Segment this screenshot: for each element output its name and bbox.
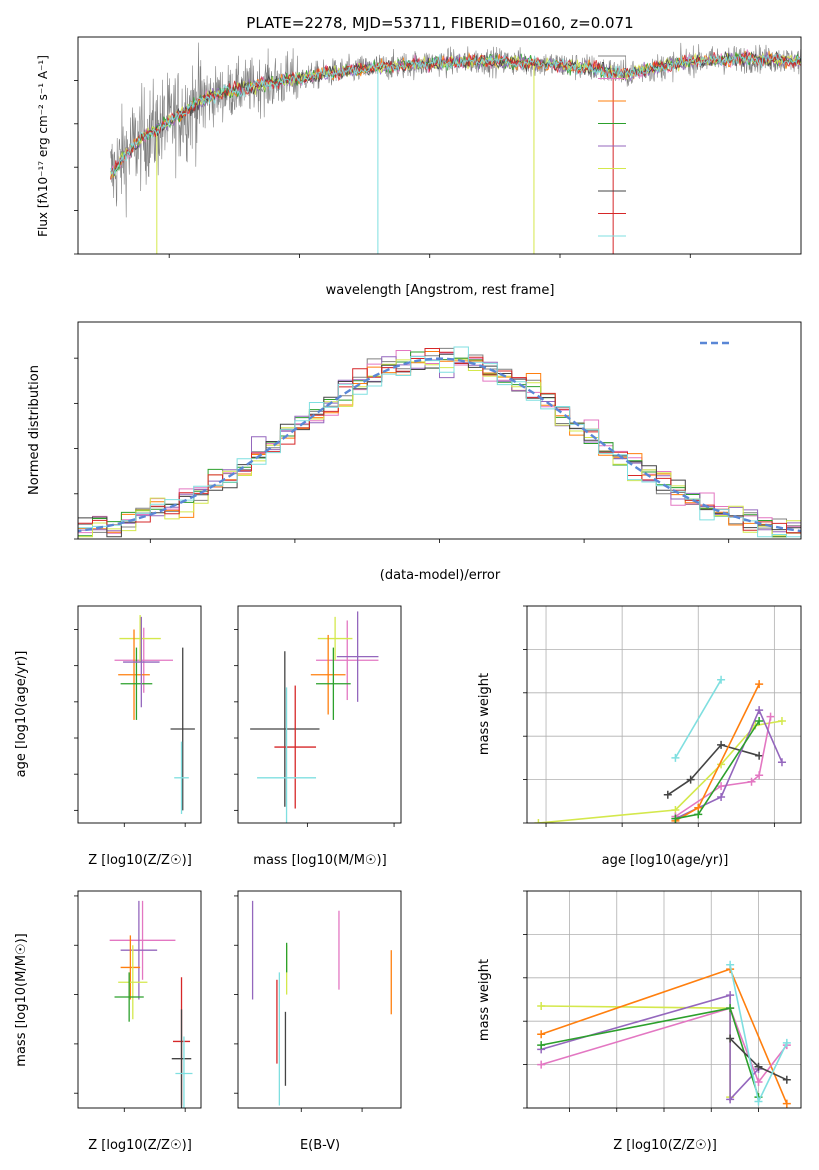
model-fit-line [110, 52, 801, 179]
axes-frame [77, 321, 802, 540]
weight-marker [717, 675, 726, 684]
weight-marker [755, 706, 764, 715]
axes-frame [526, 890, 802, 1109]
y-axis-label: Normed distribution [27, 365, 42, 495]
weight-marker [782, 1099, 791, 1108]
weight-marker [671, 753, 680, 762]
x-axis-label: (data-model)/error [380, 568, 501, 583]
plot-area [109, 900, 193, 1108]
x-axis-label: Z [log10(Z/Z☉)] [88, 853, 192, 868]
weight-line [675, 708, 783, 820]
weight-marker [777, 717, 786, 726]
plot-area [114, 615, 195, 814]
axes-frame [77, 605, 202, 824]
x-axis-label: E(B-V) [300, 1138, 340, 1153]
weight-marker [766, 712, 775, 721]
weight-marker [782, 1038, 791, 1047]
x-axis-label: mass [log10(M/M☉)] [253, 853, 386, 868]
axes-frame [526, 605, 802, 824]
weight-marker [726, 1095, 735, 1104]
panel-5 [74, 890, 202, 1112]
y-axis-label: mass weight [477, 959, 492, 1041]
weight-marker [537, 1002, 546, 1011]
y-axis-label: age [log10(age/yr)] [14, 651, 29, 778]
model-fit-line [110, 51, 801, 180]
weight-marker [694, 810, 703, 819]
axes-frame [237, 890, 402, 1109]
weight-line [667, 743, 760, 796]
weight-marker [686, 775, 695, 784]
plot-area [250, 611, 379, 823]
chart-title: PLATE=2278, MJD=53711, FIBERID=0160, z=0… [246, 14, 633, 32]
y-axis-label: mass [log10(M/M☉)] [14, 933, 29, 1066]
normal-curve [78, 357, 801, 533]
weight-line [674, 679, 722, 759]
panel-6 [234, 890, 402, 1112]
weight-marker [534, 819, 543, 823]
plot-area [534, 675, 786, 823]
plot-area [251, 900, 392, 1106]
weight-marker [717, 782, 726, 791]
weight-marker [671, 814, 680, 823]
weight-marker [754, 1077, 763, 1086]
x-axis-label: Z [log10(Z/Z☉)] [88, 1138, 192, 1153]
weight-line [540, 1007, 788, 1084]
weight-marker [747, 777, 756, 786]
weight-marker [537, 1060, 546, 1069]
weight-line [674, 716, 772, 818]
panel-3 [234, 605, 402, 827]
x-axis-label: wavelength [Angstrom, rest frame] [326, 283, 555, 298]
weight-marker [755, 751, 764, 760]
model-fit-line [110, 50, 801, 173]
y-axis-label: mass weight [477, 673, 492, 755]
model-fit-line [110, 50, 801, 180]
model-fit-line [110, 52, 801, 180]
panel-0 [74, 36, 802, 258]
plot-area [110, 42, 801, 254]
weight-marker [754, 1097, 763, 1106]
model-fit-line [110, 52, 801, 178]
weight-marker [726, 960, 735, 969]
panel-7 [523, 890, 802, 1112]
weight-marker [755, 680, 764, 689]
axes-frame [77, 890, 202, 1109]
weight-marker [663, 790, 672, 799]
panel-4 [523, 605, 802, 827]
weight-marker [726, 1034, 735, 1043]
x-axis-label: age [log10(age/yr)] [602, 853, 729, 868]
weight-marker [755, 771, 764, 780]
model-fit-line [110, 52, 801, 176]
weight-marker [755, 717, 764, 726]
observed-spectrum [110, 42, 801, 218]
weight-marker [726, 991, 735, 1000]
weight-marker [537, 1041, 546, 1050]
panel-2 [74, 605, 202, 827]
y-axis-label: Flux [fλ10⁻¹⁷ erg cm⁻² s⁻¹ A⁻¹] [36, 55, 50, 237]
axes-frame [77, 36, 802, 255]
weight-marker [777, 758, 786, 767]
weight-marker [754, 1062, 763, 1071]
weight-line [540, 994, 760, 1102]
weight-marker [782, 1075, 791, 1084]
plot-area [537, 960, 791, 1108]
weight-marker [717, 792, 726, 801]
weight-marker [717, 740, 726, 749]
x-axis-label: Z [log10(Z/Z☉)] [613, 1138, 717, 1153]
weight-marker [537, 1030, 546, 1039]
plot-area [78, 346, 801, 538]
panel-1 [74, 321, 802, 543]
axes-frame [237, 605, 402, 824]
weight-marker [726, 1004, 735, 1013]
